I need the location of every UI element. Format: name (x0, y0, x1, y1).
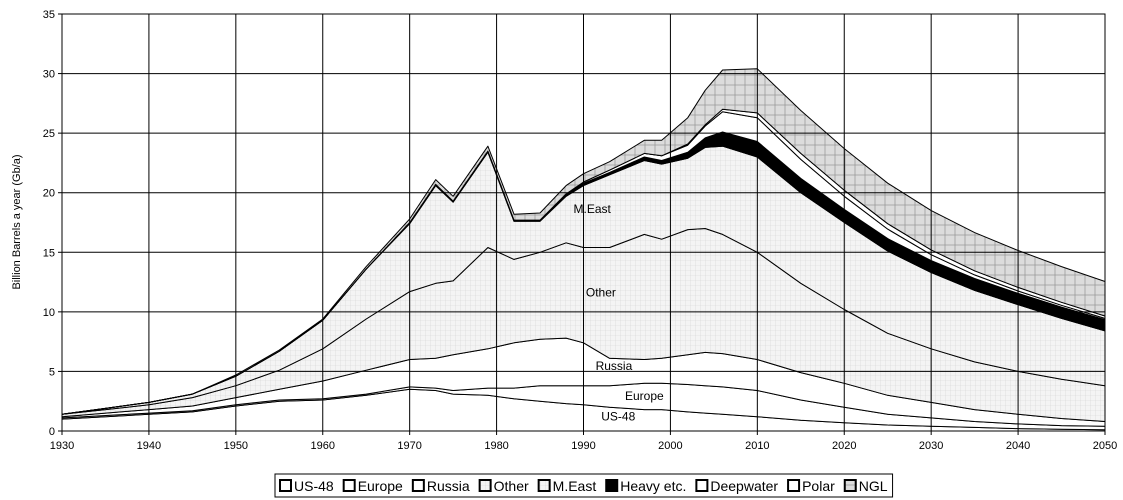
legend-swatch-m-east (537, 479, 551, 492)
legend-label-m-east: M.East (553, 478, 597, 494)
legend-swatch-russia (411, 479, 425, 492)
y-tick-label: 30 (43, 69, 55, 81)
area-label: Europe (625, 389, 664, 403)
x-tick-label: 2010 (745, 440, 769, 452)
legend-label-other: Other (494, 478, 529, 494)
legend-swatch-ngl (843, 479, 857, 492)
area-label: M.East (574, 202, 612, 216)
x-tick-label: 2050 (1093, 440, 1117, 452)
y-tick-label: 10 (43, 307, 55, 319)
x-tick-label: 1950 (224, 440, 248, 452)
y-tick-label: 0 (49, 426, 55, 438)
x-tick-label: 1970 (397, 440, 421, 452)
x-tick-label: 1930 (50, 440, 74, 452)
legend-label-polar: Polar (802, 478, 835, 494)
y-tick-label: 15 (43, 247, 55, 259)
x-tick-label: 2040 (1006, 440, 1030, 452)
x-tick-label: 1980 (484, 440, 508, 452)
legend-label-europe: Europe (358, 478, 403, 494)
x-tick-label: 1940 (137, 440, 161, 452)
legend-label-russia: Russia (427, 478, 470, 494)
area-label: US-48 (601, 409, 635, 423)
legend: US-48 Europe Russia Other M.East Heavy etc. De… (274, 473, 894, 498)
x-tick-label: 1960 (311, 440, 335, 452)
legend-swatch-polar (787, 479, 801, 492)
legend-swatch-europe (342, 479, 356, 492)
y-tick-label: 35 (43, 9, 55, 21)
ticks-layer: 1930 1940 1950 1960 1970 1980 1990 2000 2010 2020… (43, 9, 1117, 452)
legend-label-heavy-etc: Heavy etc. (620, 478, 686, 494)
x-tick-label: 1990 (571, 440, 595, 452)
area-label: Other (586, 285, 616, 299)
x-tick-label: 2030 (919, 440, 943, 452)
legend-box (274, 473, 894, 498)
x-tick-label: 2020 (832, 440, 856, 452)
legend-swatch-us-48 (279, 479, 292, 492)
x-tick-label: 2000 (658, 440, 682, 452)
area-label: Russia (596, 359, 633, 373)
y-tick-label: 20 (43, 188, 55, 200)
y-tick-label: 25 (43, 128, 55, 140)
area-labels-layer: M.East Other Russia Europe US-48 (574, 202, 664, 423)
grid-layer (62, 14, 1105, 431)
legend-swatch-other (478, 479, 492, 492)
legend-swatch-deepwater (695, 479, 709, 492)
legend-label-ngl: NGL (859, 478, 888, 494)
legend-swatch-heavy-etc (605, 479, 619, 492)
y-axis-label: Billion Barrels a year (Gb/a) (11, 154, 23, 289)
legend-label-us-48: US-48 (294, 478, 334, 494)
y-tick-label: 5 (49, 366, 55, 378)
legend-label-deepwater: Deepwater (710, 478, 778, 494)
